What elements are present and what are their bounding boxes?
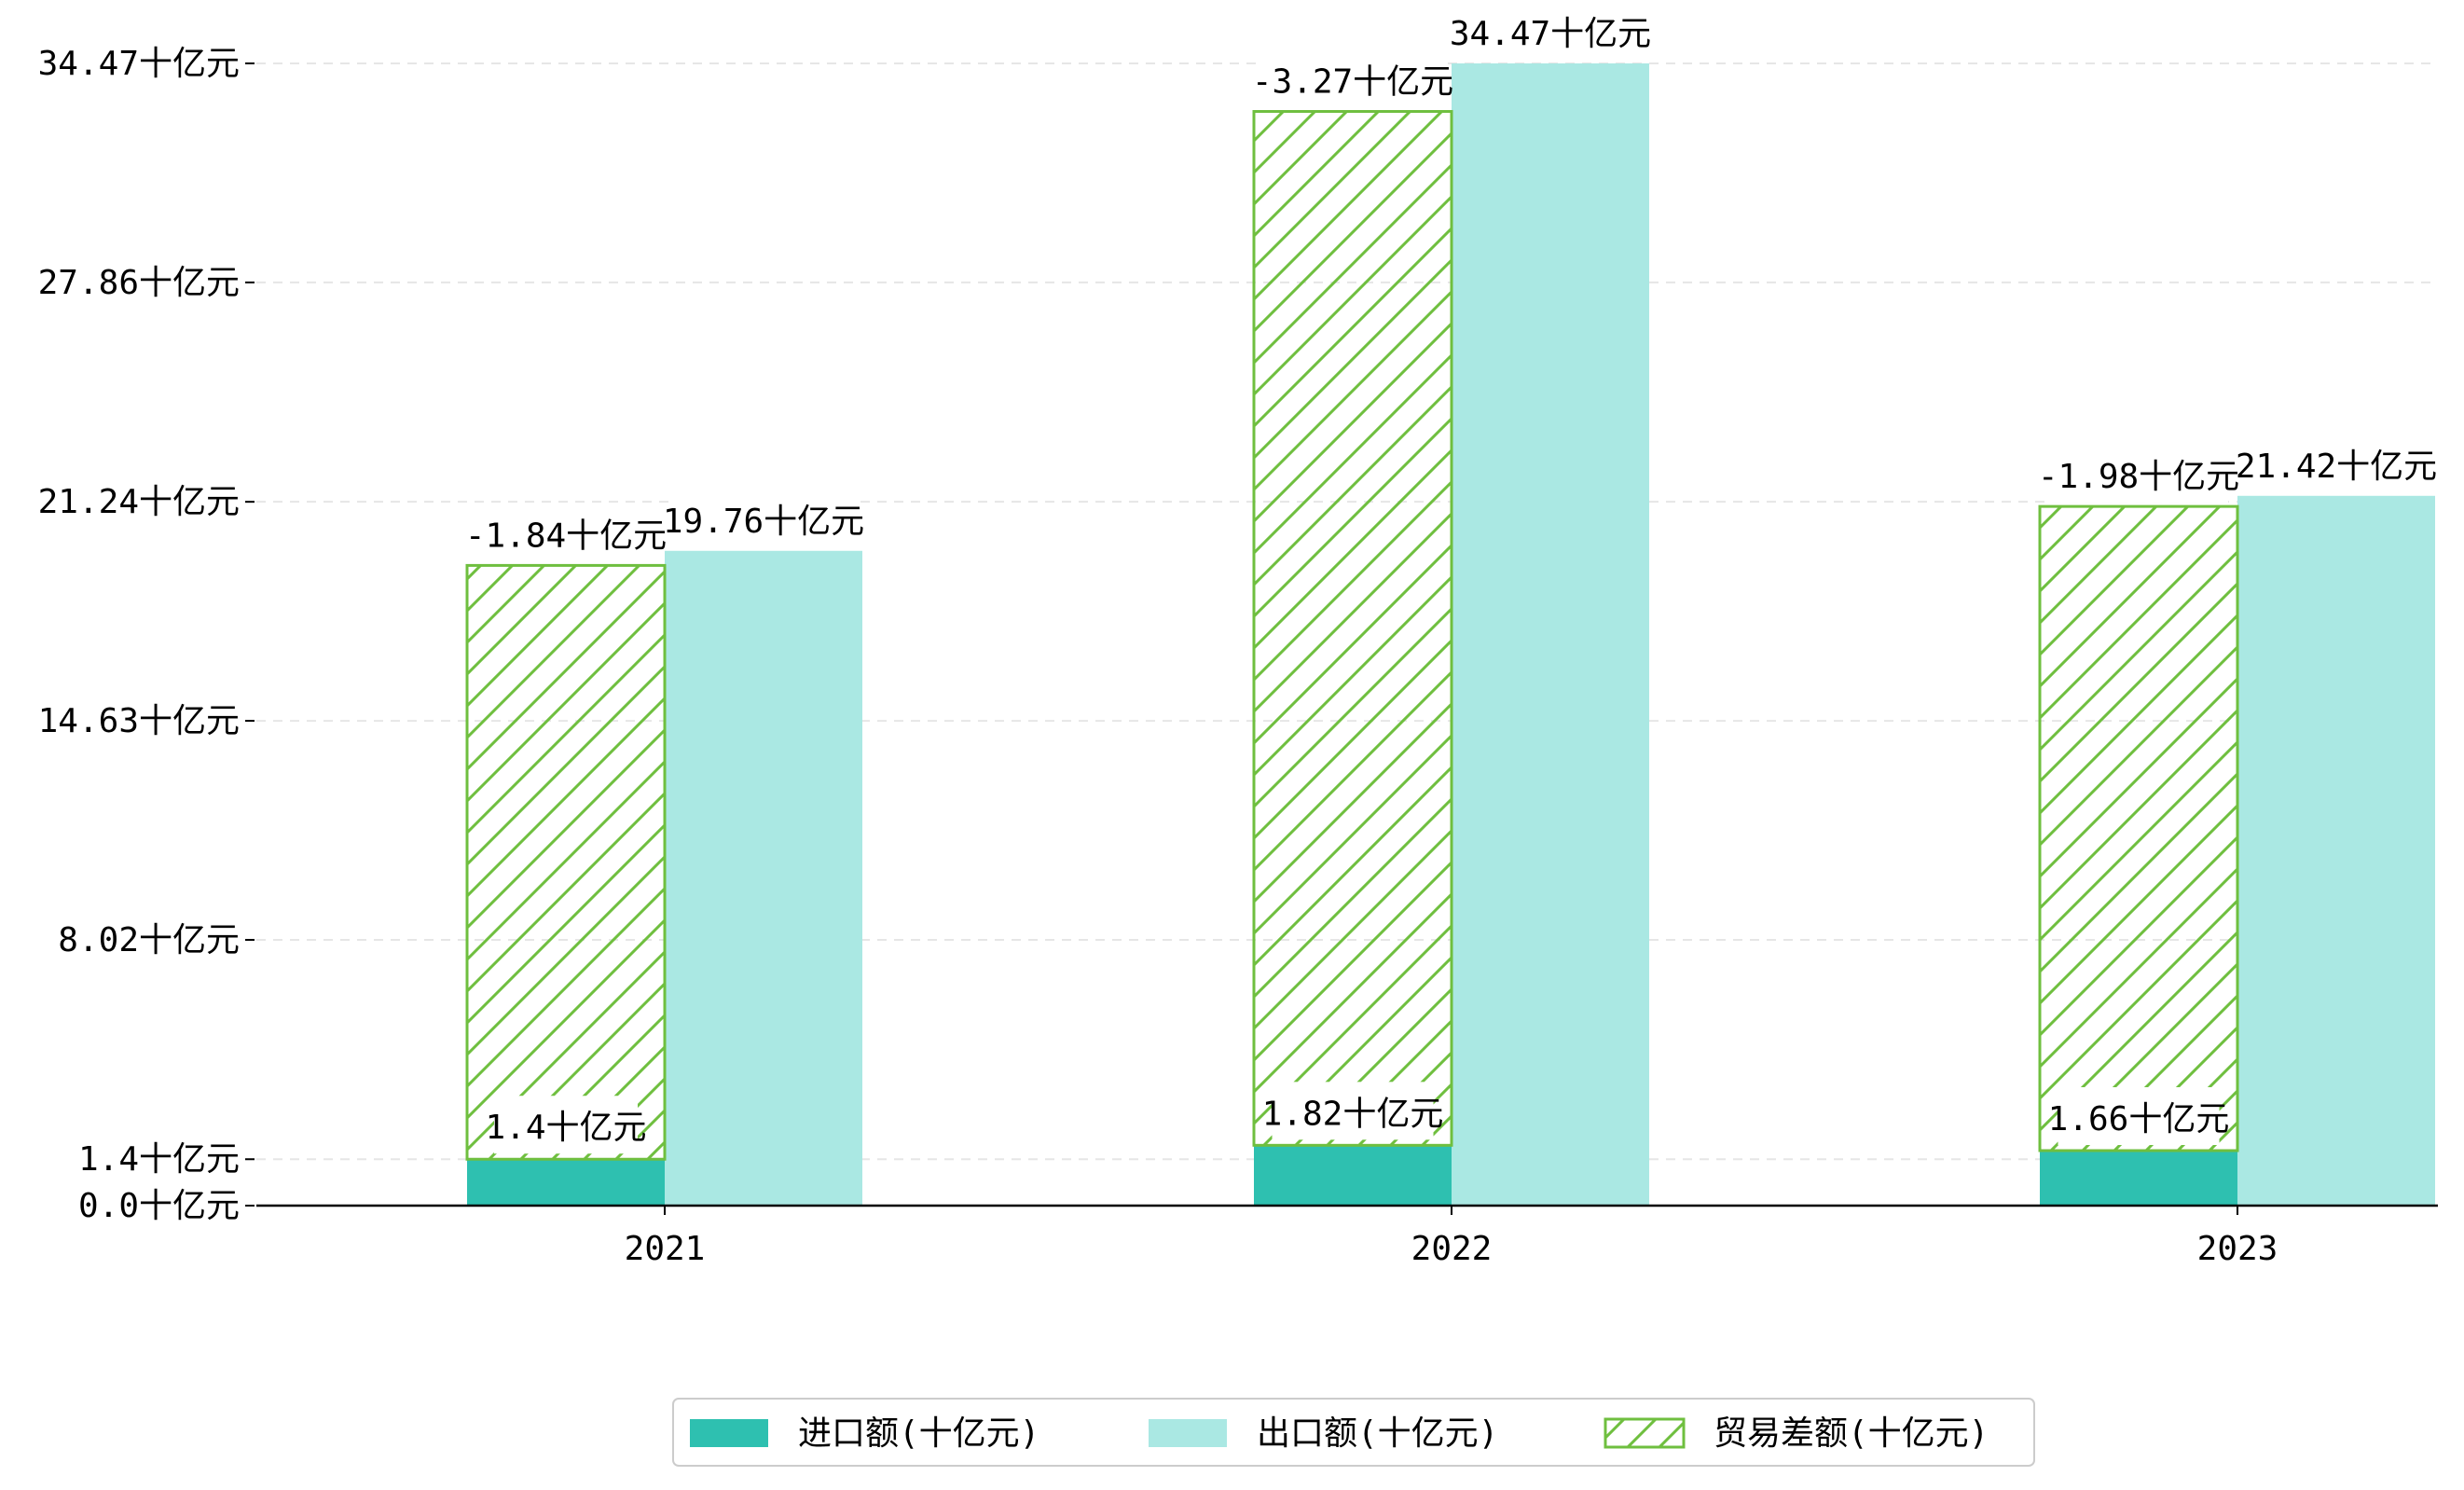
trade-balance-bar (1252, 110, 1453, 1147)
data-label-text: 1.4十亿元 (485, 1109, 646, 1147)
legend: 进口额(十亿元) 出口额(十亿元) 贸易差额(十亿元) (672, 1398, 2035, 1467)
data-label-background (2049, 445, 2228, 504)
data-label: -1.84十亿元 (465, 504, 667, 562)
y-tick-label: 14.63十亿元 (38, 702, 240, 740)
data-label: 1.66十亿元 (2048, 1087, 2230, 1146)
data-label-text: -1.84十亿元 (465, 517, 667, 555)
data-label-text: 1.66十亿元 (2048, 1100, 2230, 1138)
data-labels: 19.76十亿元-1.84十亿元 1.4十亿元 34.47十亿元 -3.27十亿元 1.… (465, 2, 2437, 1154)
export-bar (1452, 63, 1649, 1206)
legend-item: 贸易差额(十亿元) (1604, 1414, 1989, 1453)
legend-label: 出口额(十亿元) (1257, 1414, 1498, 1453)
y-tick-label: 27.86十亿元 (38, 264, 240, 302)
y-tick-label: 21.24十亿元 (38, 483, 240, 521)
data-label: 19.76十亿元 (663, 489, 864, 547)
data-label-text: 19.76十亿元 (663, 503, 864, 541)
data-label-text: -3.27十亿元 (1252, 63, 1453, 102)
data-label: -1.98十亿元 (2038, 445, 2239, 504)
y-tick-label: 8.02十亿元 (58, 921, 240, 959)
legend-frame (672, 1398, 2035, 1467)
x-tick-label: 2023 (2197, 1230, 2278, 1268)
legend-swatch (690, 1419, 768, 1447)
data-label-background (674, 489, 853, 547)
data-label-text: 34.47十亿元 (1450, 15, 1651, 53)
data-label-background (1263, 49, 1442, 108)
data-label-background (1272, 1082, 1434, 1140)
y-tick-label: 0.0十亿元 (78, 1187, 240, 1225)
legend-swatch (1149, 1419, 1227, 1447)
legend-item: 进口额(十亿元) (690, 1414, 1039, 1453)
data-label-background (2247, 434, 2426, 492)
data-label: 1.4十亿元 (485, 1096, 647, 1154)
x-tick-label: 2022 (1411, 1230, 1493, 1268)
axes: 0.0十亿元 1.4十亿元 8.02十亿元 14.63十亿元 21.24十亿元 27.86… (38, 45, 2438, 1268)
legend-swatch (1604, 1417, 1686, 1449)
data-label-text: -1.98十亿元 (2038, 458, 2239, 496)
legend-label: 进口额(十亿元) (798, 1414, 1039, 1453)
data-label-background (2058, 1087, 2220, 1146)
y-tick-label: 1.4十亿元 (78, 1140, 240, 1179)
data-label-background (1461, 2, 1640, 60)
export-bar (665, 550, 862, 1206)
data-label-background (494, 1096, 638, 1154)
import-bar (1254, 1145, 1452, 1206)
import-bar (467, 1159, 665, 1206)
legend-label: 贸易差额(十亿元) (1714, 1414, 1989, 1453)
data-label-text: 1.82十亿元 (1262, 1095, 1444, 1133)
export-bar (2237, 495, 2435, 1206)
legend-item: 出口额(十亿元) (1149, 1414, 1498, 1453)
data-label-text: 21.42十亿元 (2236, 448, 2437, 486)
data-label-background (476, 504, 655, 562)
trade-balance-bar (465, 563, 667, 1161)
plot-area (465, 63, 2435, 1206)
trade-balance-bar (2038, 504, 2239, 1152)
data-label: 34.47十亿元 (1450, 2, 1651, 60)
data-label: -3.27十亿元 (1252, 49, 1453, 108)
y-tick-label: 34.47十亿元 (38, 45, 240, 83)
import-bar (2040, 1151, 2237, 1206)
data-label: 1.82十亿元 (1262, 1082, 1444, 1140)
data-label: 21.42十亿元 (2236, 434, 2437, 492)
x-tick-label: 2021 (625, 1230, 706, 1268)
